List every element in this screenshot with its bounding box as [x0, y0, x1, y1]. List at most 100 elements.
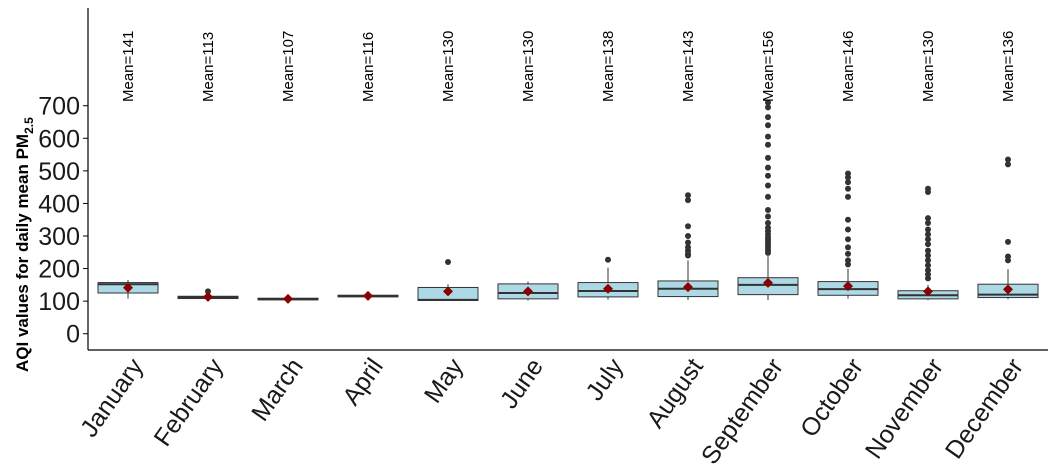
outlier-point [925, 267, 931, 274]
y-tick-label: 400 [38, 190, 80, 218]
mean-label: Mean=136 [1000, 31, 1017, 102]
outlier-point [765, 219, 771, 226]
outlier-point [765, 104, 771, 111]
mean-marker [523, 286, 533, 297]
x-tick-label: November [860, 353, 949, 464]
x-tick-label: December [940, 353, 1029, 464]
y-axis-title-text: AQI values for daily mean PM2.5 [13, 117, 36, 372]
y-tick-label: 0 [66, 321, 80, 349]
box-november [897, 185, 959, 301]
outlier-point [1005, 238, 1011, 245]
outlier-point [925, 241, 931, 248]
outlier-point [925, 226, 931, 233]
outlier-point [925, 271, 931, 278]
outlier-point [765, 172, 771, 179]
x-tick-label: January [75, 353, 149, 442]
outlier-point [845, 250, 851, 257]
outlier-point [765, 182, 771, 189]
y-tick-label: 700 [38, 93, 80, 121]
outlier-point [205, 288, 211, 295]
outlier-point [765, 206, 771, 213]
outlier-point [1005, 161, 1011, 168]
box-may [417, 259, 479, 301]
mean-label: Mean=143 [680, 31, 697, 102]
outlier-point [685, 233, 691, 239]
outlier-point [925, 236, 931, 243]
y-axis-title: AQI values for daily mean PM2.5 [13, 117, 36, 372]
outlier-point [765, 141, 771, 148]
outlier-point [845, 179, 851, 186]
mean-marker [843, 281, 853, 292]
x-tick-label: March [246, 353, 309, 426]
x-tick-label: April [337, 353, 389, 410]
mean-marker [1003, 284, 1013, 295]
outlier-point [925, 231, 931, 238]
outlier-point [845, 216, 851, 223]
outlier-point [925, 247, 931, 254]
outlier-point [765, 99, 771, 106]
outlier-point [1005, 156, 1011, 163]
mean-label: Mean=107 [280, 31, 297, 102]
box-december [977, 156, 1039, 300]
outlier-point [765, 213, 771, 220]
mean-marker [443, 286, 453, 297]
outlier-point [765, 114, 771, 121]
mean-marker [363, 290, 373, 301]
outlier-point [605, 256, 611, 263]
box-february [177, 288, 239, 302]
y-axis-title-subscript: 2.5 [22, 117, 36, 134]
outlier-point [685, 192, 691, 199]
x-tick-label: August [641, 353, 709, 433]
box-june [497, 281, 559, 301]
box-march [257, 293, 319, 304]
mean-label: Mean=130 [920, 31, 937, 102]
mean-label: Mean=130 [520, 31, 537, 102]
outlier-point [845, 185, 851, 192]
outlier-point [765, 164, 771, 171]
mean-marker [923, 286, 933, 297]
y-axis-title-main: AQI values for daily mean PM [13, 134, 32, 372]
mean-marker [123, 282, 133, 293]
x-tick-label: May [419, 353, 469, 408]
box-september [737, 99, 799, 301]
outlier-point [925, 262, 931, 269]
outlier-point [765, 122, 771, 129]
box-august [657, 192, 719, 300]
outlier-point [445, 259, 451, 266]
box-october [817, 170, 879, 299]
y-tick-label: 500 [38, 158, 80, 186]
mean-marker [203, 291, 213, 302]
outlier-point [845, 170, 851, 177]
outlier-point [925, 219, 931, 226]
mean-label: Mean=138 [600, 31, 617, 102]
outlier-point [845, 226, 851, 233]
outlier-point [845, 236, 851, 243]
y-tick-label: 600 [38, 125, 80, 153]
box-series [97, 99, 1039, 304]
outlier-point [685, 223, 691, 230]
mean-marker [683, 282, 693, 293]
outlier-point [765, 193, 771, 200]
mean-marker [763, 277, 773, 288]
outlier-point [925, 252, 931, 259]
outlier-point [925, 215, 931, 222]
mean-label: Mean=113 [200, 32, 217, 102]
x-tick-label: September [696, 353, 789, 469]
mean-label: Mean=146 [840, 31, 857, 102]
outlier-point [765, 224, 771, 231]
outlier-point [685, 244, 691, 251]
x-tick-label: June [495, 353, 549, 413]
y-tick-label: 300 [38, 223, 80, 251]
x-tick-label: July [580, 353, 629, 406]
mean-label: Mean=141 [120, 31, 137, 102]
box-april [337, 290, 399, 301]
box-january [97, 279, 159, 299]
mean-label: Mean=156 [760, 31, 777, 102]
x-tick-label: October [795, 353, 869, 442]
y-tick-label: 200 [38, 256, 80, 284]
box-july [577, 256, 639, 300]
mean-marker [283, 293, 293, 304]
outlier-point [765, 154, 771, 161]
mean-label: Mean=130 [440, 31, 457, 102]
